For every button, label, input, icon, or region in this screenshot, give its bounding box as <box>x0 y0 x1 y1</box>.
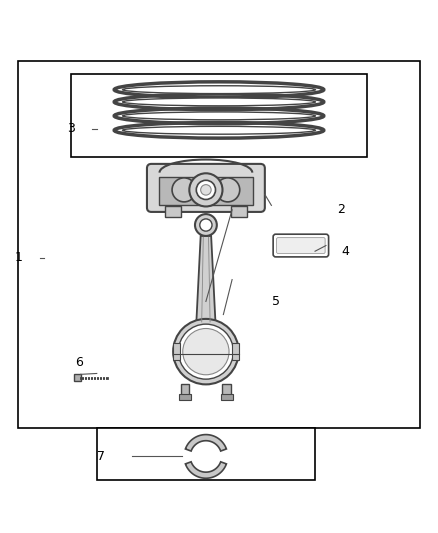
Bar <box>180 384 189 395</box>
Bar <box>231 206 247 217</box>
Text: 5: 5 <box>272 295 280 308</box>
Circle shape <box>173 319 239 384</box>
Bar <box>18 61 420 428</box>
Bar <box>179 394 191 400</box>
Polygon shape <box>185 434 226 451</box>
Ellipse shape <box>123 112 315 120</box>
Polygon shape <box>196 236 215 323</box>
Text: 1: 1 <box>14 251 22 264</box>
Ellipse shape <box>123 98 315 106</box>
Bar <box>232 343 239 360</box>
Text: 7: 7 <box>97 450 105 463</box>
Ellipse shape <box>172 178 196 202</box>
Circle shape <box>189 173 223 206</box>
Bar <box>173 343 180 360</box>
Ellipse shape <box>123 126 315 134</box>
Circle shape <box>195 214 217 236</box>
Circle shape <box>200 219 212 231</box>
Bar <box>97 428 315 480</box>
Bar <box>221 394 233 400</box>
Circle shape <box>201 184 211 195</box>
Bar <box>71 75 367 157</box>
FancyBboxPatch shape <box>277 238 325 253</box>
Circle shape <box>178 324 233 379</box>
Circle shape <box>183 328 229 375</box>
FancyBboxPatch shape <box>273 234 328 257</box>
Bar <box>74 374 81 381</box>
Circle shape <box>196 180 215 199</box>
FancyBboxPatch shape <box>159 177 253 205</box>
Ellipse shape <box>216 178 240 202</box>
Text: 4: 4 <box>342 245 350 258</box>
Ellipse shape <box>123 86 315 94</box>
Bar <box>223 384 231 395</box>
Bar <box>165 206 181 217</box>
FancyBboxPatch shape <box>147 164 265 212</box>
Text: 3: 3 <box>67 123 74 135</box>
Polygon shape <box>185 462 226 478</box>
Text: 2: 2 <box>337 203 345 216</box>
Text: 6: 6 <box>75 356 83 369</box>
